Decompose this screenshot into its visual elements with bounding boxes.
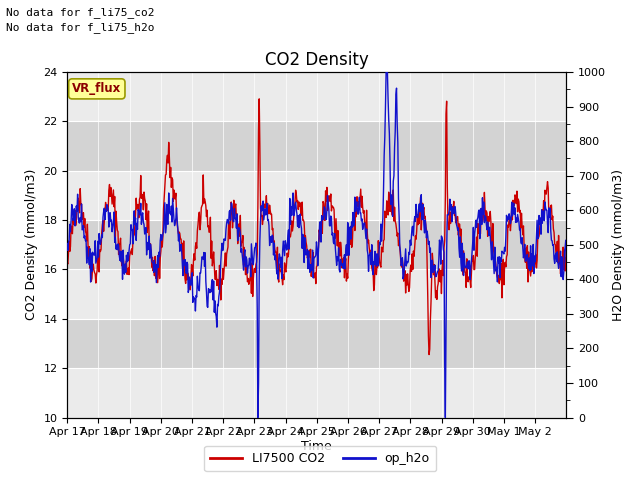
Text: No data for f_li75_h2o: No data for f_li75_h2o [6, 22, 155, 33]
Y-axis label: H2O Density (mmol/m3): H2O Density (mmol/m3) [612, 169, 625, 321]
Bar [67, 121, 566, 171]
Bar [67, 220, 566, 269]
Text: VR_flux: VR_flux [72, 83, 122, 96]
Bar [67, 319, 566, 368]
Title: CO2 Density: CO2 Density [265, 51, 369, 69]
X-axis label: Time: Time [301, 440, 332, 453]
Bar [67, 72, 566, 121]
Bar [67, 368, 566, 418]
Bar [67, 171, 566, 220]
Legend: LI7500 CO2, op_h2o: LI7500 CO2, op_h2o [204, 446, 436, 471]
Y-axis label: CO2 Density (mmol/m3): CO2 Density (mmol/m3) [25, 169, 38, 321]
Bar [67, 269, 566, 319]
Text: No data for f_li75_co2: No data for f_li75_co2 [6, 7, 155, 18]
